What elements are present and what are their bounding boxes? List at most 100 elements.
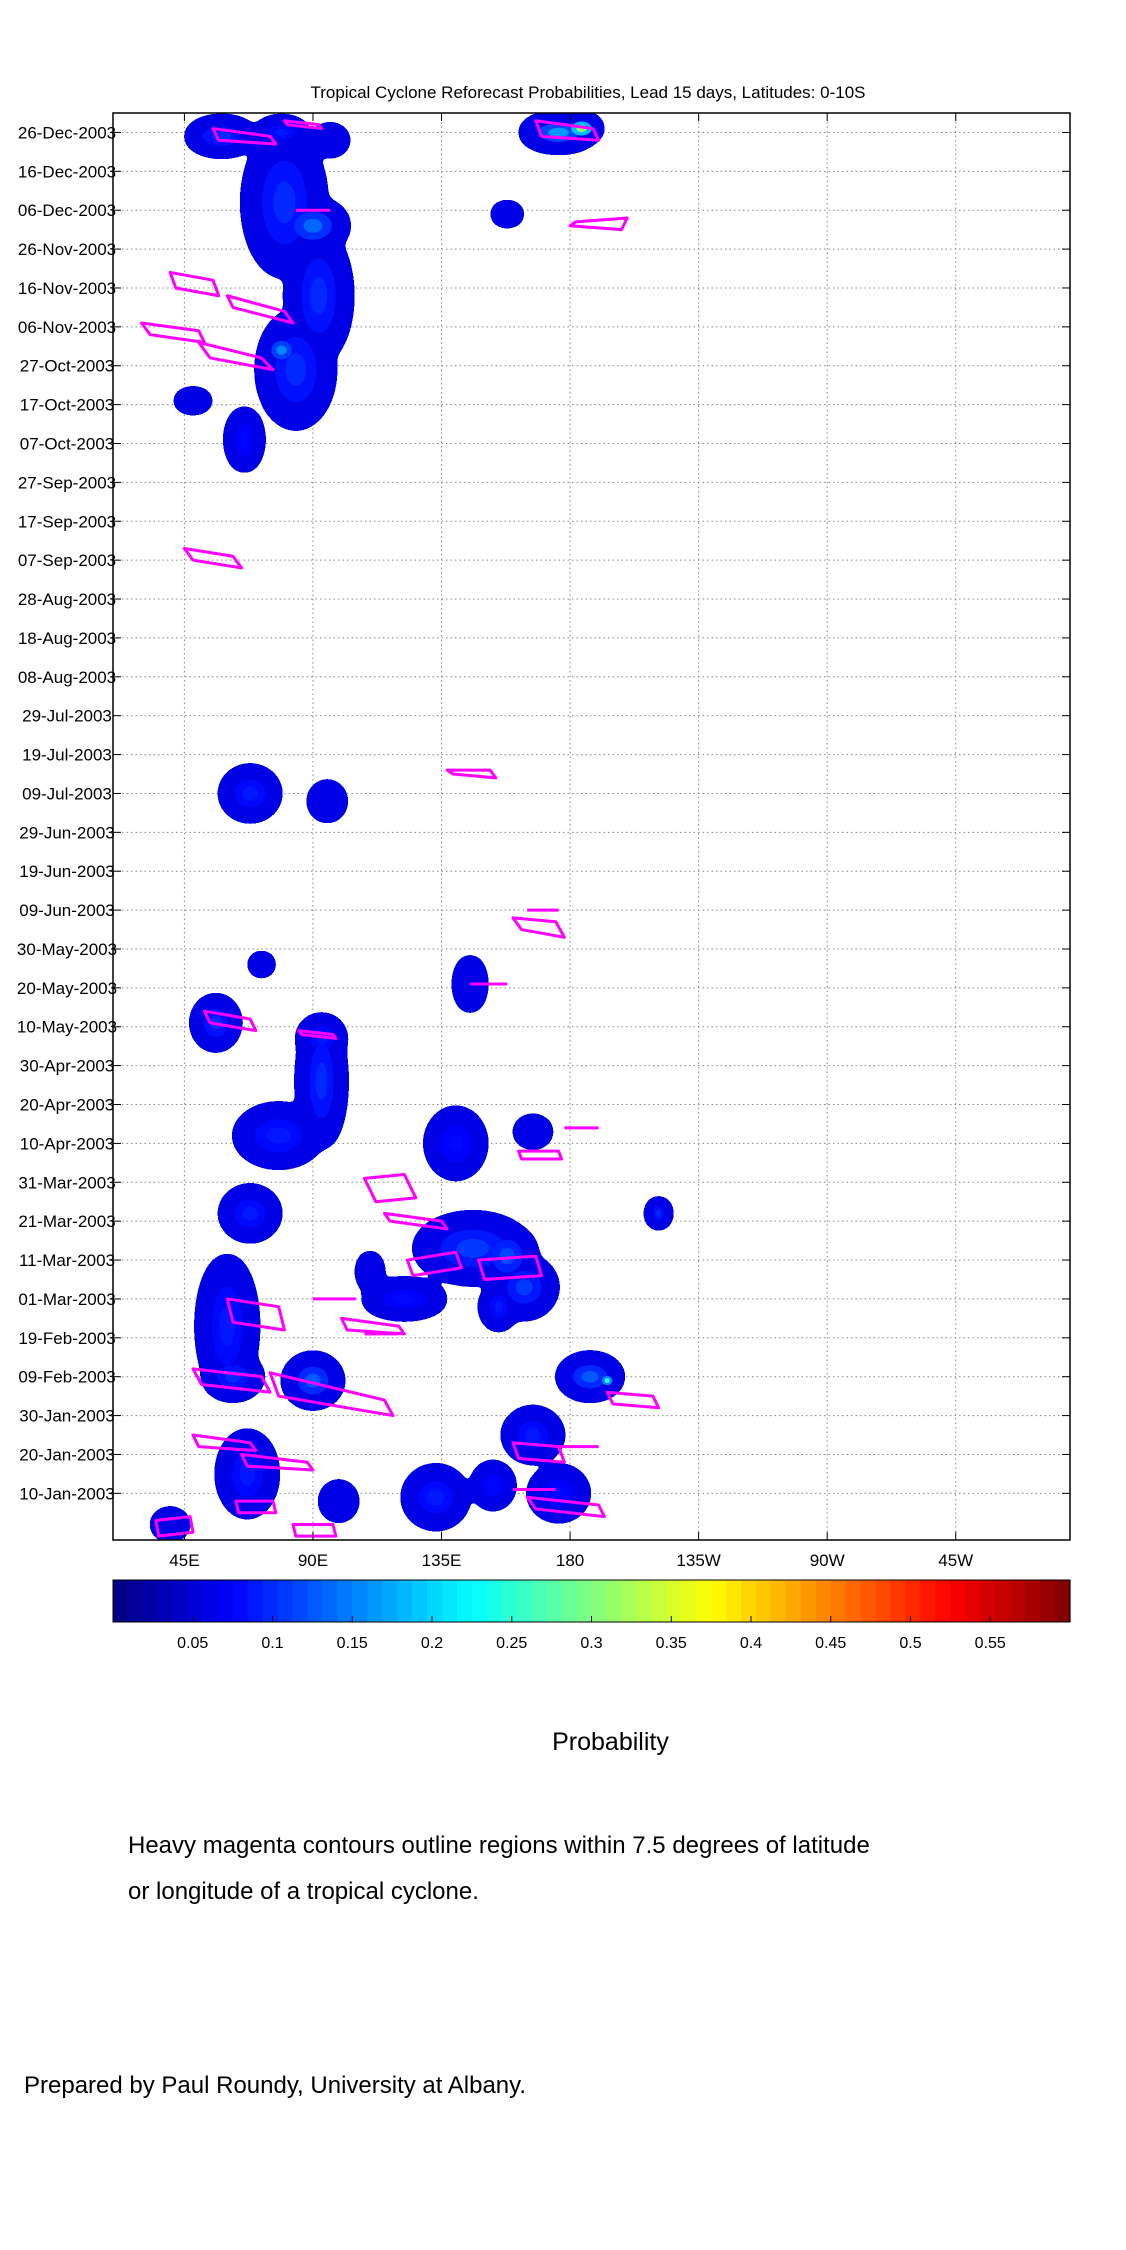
cyclone-contour	[382, 1211, 449, 1231]
y-tick-label: 30-Apr-2003	[20, 1057, 115, 1076]
probability-region-peak	[515, 1279, 533, 1296]
cyclone-contour	[445, 768, 498, 780]
probability-region-peak	[242, 1206, 258, 1221]
y-tick-label: 09-Feb-2003	[18, 1368, 115, 1387]
cyclone-contour	[605, 1390, 661, 1410]
colorbar-swatch	[770, 1580, 787, 1622]
cyclone-contour	[297, 1029, 338, 1040]
cyclone-contour	[202, 1009, 258, 1033]
y-tick-label: 17-Sep-2003	[18, 512, 116, 531]
colorbar-tick-label: 0.2	[421, 1635, 443, 1652]
probability-region-peak	[525, 1428, 541, 1443]
y-tick-label: 10-Jan-2003	[19, 1484, 114, 1503]
cyclone-contour	[511, 1441, 566, 1464]
colorbar-swatch	[382, 1580, 398, 1622]
probability-region-peak	[315, 1062, 328, 1100]
colorbar-swatch	[636, 1580, 652, 1622]
colorbar-swatch	[830, 1580, 847, 1622]
colorbar-tick-label: 0.4	[740, 1635, 762, 1652]
colorbar-swatch	[860, 1580, 877, 1622]
colorbar-swatch	[337, 1580, 353, 1622]
cyclone-contour	[534, 119, 601, 142]
x-tick-label: 135E	[422, 1551, 462, 1570]
y-tick-label: 07-Oct-2003	[20, 435, 115, 454]
cyclone-contour	[225, 1297, 286, 1332]
y-tick-label: 20-Apr-2003	[20, 1096, 115, 1115]
colorbar-swatch	[711, 1580, 727, 1622]
cyclone-contour	[340, 1316, 406, 1336]
colorbar-swatch	[1010, 1580, 1026, 1622]
y-tick-label: 27-Sep-2003	[18, 473, 116, 492]
cyclone-contour	[191, 1367, 272, 1394]
colorbar-swatch	[785, 1580, 802, 1622]
y-tick-label: 19-Feb-2003	[18, 1329, 115, 1348]
probability-region	[315, 128, 345, 152]
y-tick-label: 19-Jun-2003	[19, 862, 114, 881]
probability-region	[495, 206, 519, 222]
colorbar-swatch	[441, 1580, 458, 1622]
y-tick-label: 26-Nov-2003	[18, 240, 116, 259]
colorbar-swatch	[561, 1580, 578, 1622]
y-tick-label: 20-Jan-2003	[19, 1445, 114, 1464]
colorbar-swatch	[1025, 1580, 1041, 1622]
colorbar-swatch	[741, 1580, 757, 1622]
colorbar-swatch	[202, 1580, 219, 1622]
y-tick-label: 01-Mar-2003	[18, 1290, 115, 1309]
y-tick-label: 19-Jul-2003	[22, 746, 112, 765]
colorbar-swatch	[755, 1580, 772, 1622]
y-tick-label: 21-Mar-2003	[18, 1212, 115, 1231]
colorbar-swatch	[247, 1580, 264, 1622]
probability-region-peak	[239, 1462, 255, 1486]
colorbar-label: Probability	[552, 1728, 669, 1756]
colorbar-swatch	[427, 1580, 443, 1622]
probability-region-peak	[604, 1378, 610, 1383]
x-tick-label: 90W	[810, 1551, 845, 1570]
cyclone-contour	[511, 916, 566, 939]
probability-region-peak	[285, 353, 307, 386]
probability-field	[155, 116, 668, 1537]
colorbar: 0.05 0.1 0.15 0.2 0.25 0.3 0.35 0.4 0.45 0.5 0.55	[112, 1579, 1071, 1652]
colorbar-swatch	[262, 1580, 279, 1622]
cyclone-contour	[168, 270, 221, 298]
cyclone-contour	[405, 1250, 464, 1278]
cyclone-contour	[477, 1254, 544, 1281]
probability-region	[518, 1120, 548, 1144]
y-tick-label: 16-Nov-2003	[18, 279, 116, 298]
colorbar-swatch	[322, 1580, 338, 1622]
cyclone-contour	[211, 127, 278, 146]
colorbar-swatch	[606, 1580, 623, 1622]
colorbar-tick-label: 0.5	[899, 1635, 921, 1652]
y-tick-label: 31-Mar-2003	[18, 1173, 115, 1192]
probability-region	[252, 956, 271, 973]
colorbar-swatch	[815, 1580, 832, 1622]
cyclone-contour	[182, 546, 244, 570]
colorbar-swatch	[546, 1580, 563, 1622]
colorbar-swatch	[367, 1580, 383, 1622]
cyclone-contour	[191, 1433, 258, 1453]
probability-region-peak	[273, 181, 296, 224]
probability-region-peak	[242, 786, 258, 801]
colorbar-swatch	[471, 1580, 488, 1622]
colorbar-swatch	[292, 1580, 308, 1622]
cyclone-contour	[525, 1495, 606, 1519]
y-tick-label: 16-Dec-2003	[18, 162, 116, 181]
probability-region	[324, 1485, 353, 1517]
colorbar-swatch	[456, 1580, 473, 1622]
y-tick-label: 30-May-2003	[17, 940, 117, 959]
colorbar-swatch	[890, 1580, 907, 1622]
colorbar-swatch	[696, 1580, 712, 1622]
colorbar-swatch	[113, 1580, 129, 1622]
y-tick-label: 27-Oct-2003	[20, 357, 115, 376]
colorbar-swatch	[217, 1580, 234, 1622]
probability-region	[312, 785, 342, 817]
contour-note: Heavy magenta contours outline regions w…	[128, 1823, 870, 1915]
probability-region-peak	[499, 1247, 515, 1265]
colorbar-swatch	[845, 1580, 862, 1622]
cyclone-contour	[140, 321, 206, 344]
colorbar-swatch	[800, 1580, 817, 1622]
cyclone-contour	[268, 1371, 395, 1418]
probability-region-peak	[487, 1479, 499, 1492]
x-axis: 45E 90E 135E 180 135W 90W 45W	[169, 113, 973, 1570]
plot-frame	[112, 112, 1071, 1541]
y-tick-label: 07-Sep-2003	[18, 551, 116, 570]
